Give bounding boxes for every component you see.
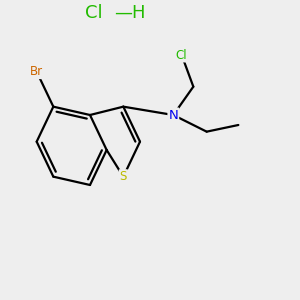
Text: —H: —H [114,4,146,22]
Text: Cl: Cl [85,4,102,22]
Text: N: N [169,109,178,122]
Text: S: S [120,170,127,183]
Text: Br: Br [30,65,43,78]
Text: Cl: Cl [176,49,188,62]
